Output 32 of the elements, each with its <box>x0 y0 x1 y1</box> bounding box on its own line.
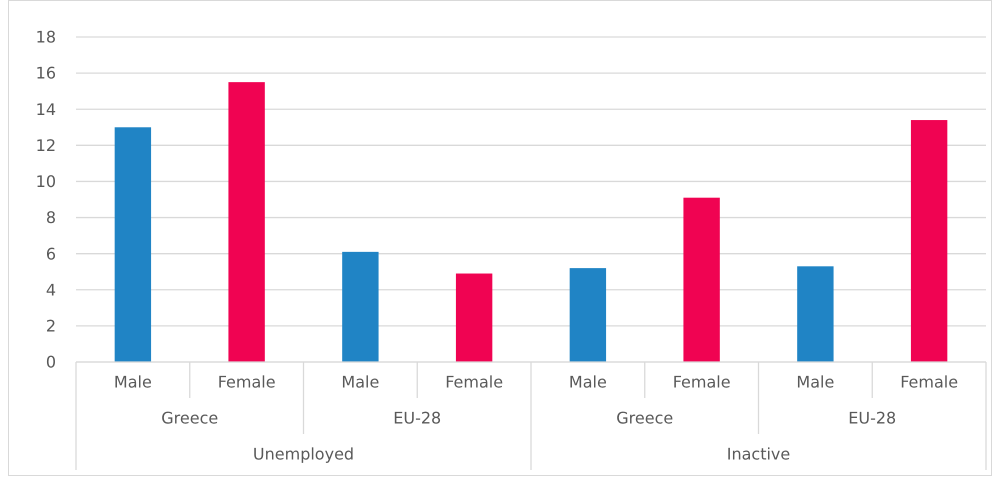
bar <box>570 268 606 362</box>
x-tick-label: Male <box>114 372 152 392</box>
y-tick-label: 16 <box>36 64 56 83</box>
x-tick-label: Female <box>445 372 504 392</box>
text: Greece <box>616 408 674 428</box>
text: EU-28 <box>393 408 442 428</box>
bar <box>114 127 152 362</box>
text: EU-28 <box>848 408 896 428</box>
x-tick-label: Female <box>672 372 731 392</box>
x-tick-label: Female <box>218 372 276 392</box>
x-tick-label: Male <box>341 372 380 392</box>
y-tick-label: 2 <box>46 316 56 336</box>
bar <box>683 198 720 362</box>
x-tick-label: Female <box>900 372 958 392</box>
text: Greece <box>161 408 218 428</box>
y-tick-label: 10 <box>36 172 56 192</box>
y-tick-label: 6 <box>46 244 56 264</box>
x-tick-label: Male <box>796 372 834 392</box>
y-tick-label: 8 <box>46 208 56 228</box>
x-tick-label: Male <box>568 372 607 392</box>
y-tick-label: 14 <box>36 100 56 119</box>
y-tick-label: 18 <box>36 28 56 47</box>
y-tick-label: 4 <box>46 280 56 300</box>
y-tick-label: 0 <box>46 352 56 372</box>
bar <box>342 252 379 362</box>
y-tick-label: 12 <box>36 136 56 155</box>
bar <box>797 266 834 362</box>
bar <box>228 82 265 362</box>
text: Unemployed <box>252 444 354 464</box>
bar <box>910 120 948 362</box>
text: Inactive <box>726 444 790 464</box>
bar <box>456 274 492 362</box>
